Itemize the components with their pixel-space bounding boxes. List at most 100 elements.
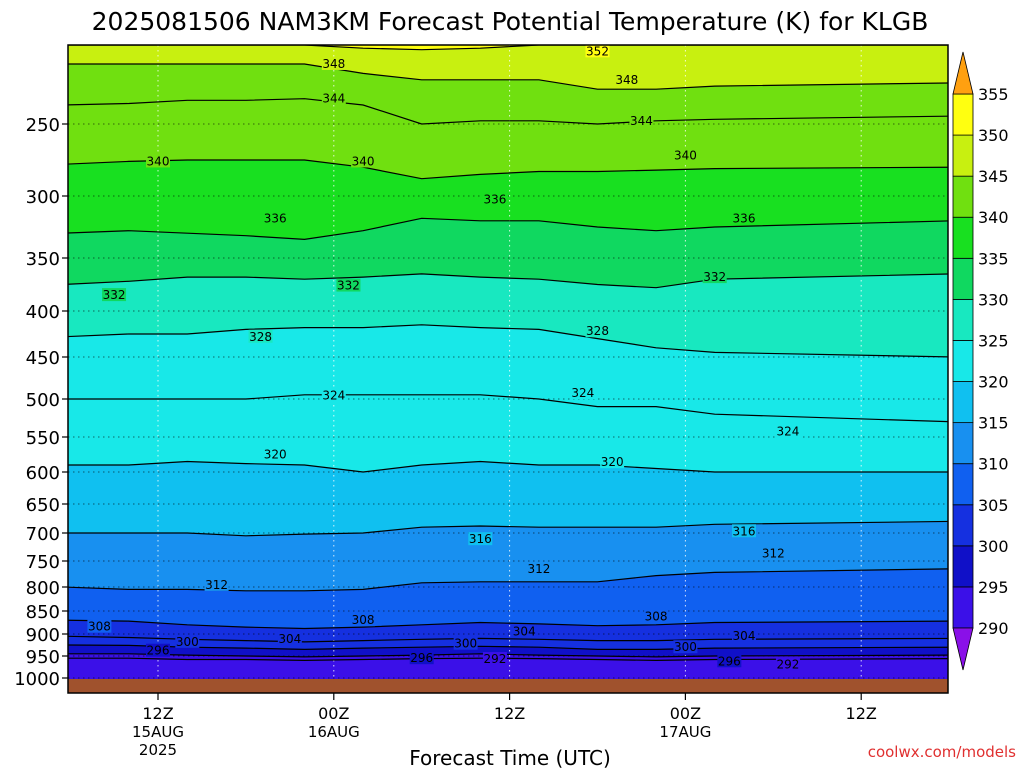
- contour-label: 348: [322, 57, 345, 71]
- contour-label: 296: [718, 654, 741, 668]
- contour-label: 324: [776, 425, 799, 439]
- x-tick-date: 16AUG: [308, 723, 360, 741]
- contour-label: 320: [264, 448, 287, 462]
- y-tick-label-500: 500: [26, 390, 60, 411]
- colorbar-label-355: 355: [978, 85, 1009, 104]
- contour-label-bg: [102, 288, 127, 302]
- y-axis: 2503003504004505005506006507007508008509…: [14, 115, 68, 690]
- colorbar-label-315: 315: [978, 414, 1009, 433]
- contour-label: 308: [88, 620, 111, 634]
- contour-label-bg: [204, 577, 229, 591]
- contour-label-bg: [775, 657, 800, 671]
- contour-line-352: [68, 45, 948, 51]
- colorbar-box-335: [952, 216, 974, 259]
- colorbar-label-345: 345: [978, 167, 1009, 186]
- y-tick-label-950: 950: [26, 647, 60, 668]
- y-tick-label-250: 250: [26, 115, 60, 136]
- contour-label: 300: [674, 640, 697, 654]
- colorbar-label-300: 300: [978, 537, 1009, 556]
- contour-label: 320: [601, 455, 624, 469]
- contour-label-bg: [453, 636, 478, 650]
- x-tick-label: 12Z: [846, 704, 877, 723]
- contour-label: 336: [733, 211, 756, 225]
- x-tick-label: 12Z: [142, 704, 173, 723]
- contour-label: 324: [571, 386, 594, 400]
- contour-label-bg: [732, 524, 756, 538]
- contour-label-bg: [321, 91, 346, 105]
- contour-label: 340: [352, 154, 375, 168]
- contour-label-bg: [585, 45, 610, 58]
- x-tick-label: 00Z: [670, 704, 701, 723]
- contour-label: 296: [147, 644, 170, 658]
- colorbar-box-310: [952, 422, 974, 465]
- colorbar-bottom-arrow: [952, 627, 974, 671]
- y-tick-label-750: 750: [26, 552, 60, 573]
- contour-label-bg: [600, 455, 625, 469]
- contour-label-bg: [277, 631, 302, 645]
- contour-label-bg: [673, 640, 698, 654]
- contour-label: 332: [103, 288, 126, 302]
- contour-line-336: [68, 217, 948, 241]
- contour-label-bg: [336, 278, 361, 292]
- colorbar-label-320: 320: [978, 373, 1009, 392]
- y-tick-label-800: 800: [26, 578, 60, 599]
- contour-label-bg: [702, 270, 727, 284]
- contour-label-bg: [87, 619, 112, 633]
- contour-label: 312: [762, 547, 785, 561]
- contour-label-bg: [732, 211, 756, 225]
- contour-label-bg: [526, 561, 551, 575]
- contour-line-324: [68, 394, 948, 423]
- contour-label-bg: [717, 654, 742, 668]
- chart-title: 2025081506 NAM3KM Forecast Potential Tem…: [92, 7, 929, 36]
- colorbar-box-315: [952, 381, 974, 424]
- contour-label: 304: [278, 632, 301, 646]
- colorbar-label-305: 305: [978, 496, 1009, 515]
- colorbar-box-340: [952, 175, 974, 218]
- contour-label-bg: [146, 643, 170, 657]
- colorbar-label-330: 330: [978, 290, 1009, 309]
- contour-label-bg: [775, 424, 800, 438]
- contour-line-340: [68, 159, 948, 180]
- y-tick-label-900: 900: [26, 625, 60, 646]
- theta-fill-layer: [68, 45, 948, 679]
- colorbar-box-305: [952, 463, 974, 506]
- contour-label-bg: [629, 113, 654, 127]
- contour-label: 296: [410, 651, 433, 665]
- contour-label: 340: [674, 149, 697, 163]
- colorbar-label-290: 290: [978, 619, 1009, 638]
- y-tick-label-600: 600: [26, 463, 60, 484]
- ground-bar: [68, 679, 948, 693]
- contour-line-316: [68, 520, 948, 537]
- contour-label-bg: [146, 154, 170, 168]
- contour-label: 304: [513, 625, 536, 639]
- contour-label: 352: [586, 44, 609, 58]
- contour-label: 308: [352, 613, 375, 627]
- contour-label: 308: [645, 610, 668, 624]
- contour-line-348: [68, 63, 948, 90]
- contour-label: 348: [615, 73, 638, 87]
- contour-label-bg: [321, 56, 346, 70]
- grid-layer: [68, 45, 948, 679]
- colorbar-label-335: 335: [978, 249, 1009, 268]
- contour-label: 340: [147, 154, 170, 168]
- y-tick-label-350: 350: [26, 249, 60, 270]
- y-tick-label-650: 650: [26, 495, 60, 516]
- colorbar-box-345: [952, 134, 974, 177]
- contour-label: 292: [776, 657, 799, 671]
- colorbar-box-300: [952, 504, 974, 547]
- colorbar-box-290: [952, 586, 974, 629]
- credit-text: coolwx.com/models: [868, 743, 1016, 761]
- colorbar-label-310: 310: [978, 455, 1009, 474]
- colorbar-box-330: [952, 257, 974, 300]
- y-tick-label-1000: 1000: [14, 669, 60, 690]
- contour-label: 336: [264, 211, 287, 225]
- contour-label-bg: [482, 652, 507, 666]
- y-tick-label-300: 300: [26, 187, 60, 208]
- y-tick-label-400: 400: [26, 302, 60, 323]
- contour-line-320: [68, 460, 948, 473]
- colorbar: 290 295 300 305 310 315 320 325 330 335 340 345 350 3…: [952, 51, 1009, 671]
- contour-label-bg: [614, 72, 639, 86]
- y-tick-label-450: 450: [26, 348, 60, 369]
